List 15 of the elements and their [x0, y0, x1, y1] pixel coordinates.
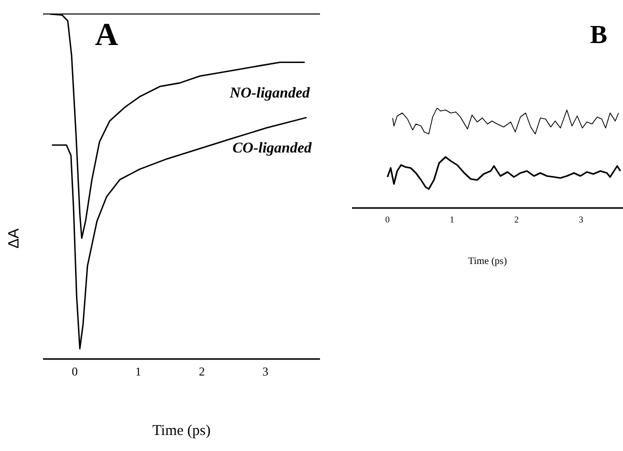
series-label: CO-liganded — [232, 140, 312, 156]
x-tick-label: 3 — [262, 364, 268, 379]
x-tick-label: 1 — [135, 364, 142, 379]
x-axis-title: Time (ps) — [467, 256, 508, 267]
chart-title: B — [590, 20, 608, 50]
x-tick-label: 1 — [450, 214, 454, 224]
x-axis-title: Time (ps) — [151, 423, 212, 440]
series-label: NO-liganded — [228, 85, 310, 102]
x-tick-label: 0 — [385, 214, 390, 224]
x-tick-label: 2 — [514, 214, 519, 224]
x-tick-label: 2 — [198, 364, 205, 379]
chart-title: A — [95, 16, 118, 53]
x-tick-label: 0 — [72, 364, 78, 379]
x-tick-label: 3 — [578, 214, 584, 224]
y-axis-title: ΔA — [6, 228, 23, 249]
